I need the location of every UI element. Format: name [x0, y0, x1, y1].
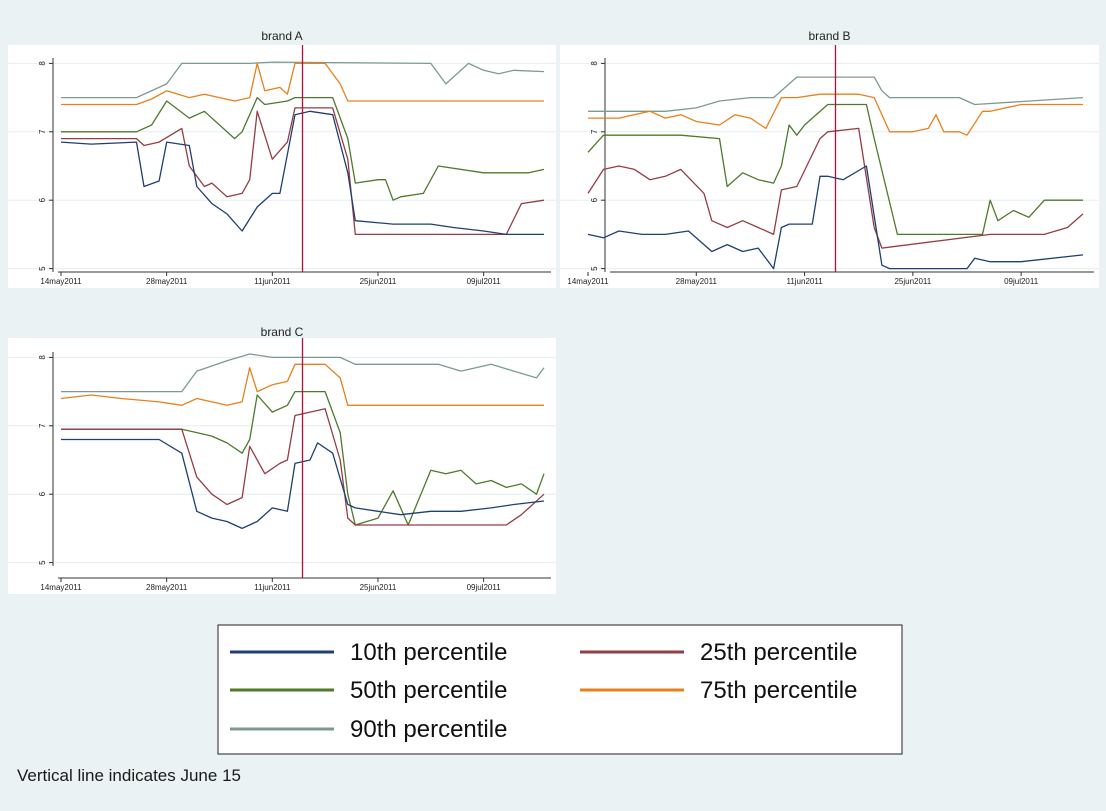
x-tick-label: 28may2011	[146, 583, 188, 592]
x-tick-label: 25jun2011	[360, 583, 397, 592]
x-tick-label: 25jun2011	[894, 277, 931, 286]
series-line-p75	[588, 93, 1083, 136]
y-tick-label: 7	[38, 423, 47, 428]
y-tick-label: 6	[38, 491, 47, 496]
x-tick-label: 11jun2011	[254, 583, 291, 592]
x-tick-label: 14may2011	[567, 277, 609, 286]
series-line-p10	[60, 110, 544, 236]
series-line-p25	[587, 127, 1084, 249]
legend-label: 10th percentile	[350, 639, 507, 666]
plot-area	[560, 45, 1099, 288]
series-line-p50	[61, 390, 545, 526]
footnote: Vertical line indicates June 15	[17, 766, 241, 785]
chart-panel-1: brand A 5 6 7 8 14may2011 28may2011 11jun2011 25…	[8, 29, 556, 288]
y-tick-label: 8	[38, 61, 47, 66]
x-tick-label: 11jun2011	[786, 277, 823, 286]
y-tick-label: 8	[38, 355, 47, 360]
legend-label: 50th percentile	[350, 677, 507, 704]
x-tick-label: 11jun2011	[254, 277, 291, 286]
x-tick-label: 09jul2011	[467, 277, 502, 286]
chart-panel-3: brand C 5 6 7 8 14may2011 28may2011 11jun2011 25…	[8, 325, 556, 594]
y-tick-label: 5	[38, 266, 47, 271]
y-tick-label: 5	[38, 560, 47, 565]
series-line-p10	[587, 165, 1084, 270]
x-tick-label: 14may2011	[40, 277, 82, 286]
x-tick-label: 25jun2011	[360, 277, 397, 286]
x-tick-label: 28may2011	[676, 277, 718, 286]
y-tick-label: 7	[38, 129, 47, 134]
legend: 10th percentile 25th percentile 50th perce…	[217, 624, 903, 755]
plot-area	[8, 338, 556, 594]
legend-label: 90th percentile	[350, 716, 507, 743]
series-line-p25	[61, 107, 545, 236]
y-tick-label: 6	[590, 197, 599, 202]
chart-title: brand A	[261, 29, 302, 43]
series-line-p75	[61, 62, 544, 106]
x-tick-label: 09jul2011	[1004, 277, 1039, 286]
series-line-p50	[61, 96, 545, 201]
plot-area	[8, 45, 556, 288]
series-line-p90	[588, 76, 1084, 112]
chart-title: brand C	[261, 325, 304, 339]
legend-label: 25th percentile	[700, 639, 857, 666]
x-tick-label: 09jul2011	[467, 583, 502, 592]
x-tick-label: 14may2011	[40, 583, 82, 592]
series-line-p25	[61, 408, 545, 526]
series-line-p90	[61, 353, 545, 393]
series-line-p50	[587, 103, 1083, 236]
x-tick-label: 28may2011	[146, 277, 188, 286]
legend-label: 75th percentile	[700, 677, 857, 704]
y-tick-label: 6	[38, 197, 47, 202]
y-tick-label: 7	[590, 129, 599, 134]
series-line-p75	[60, 363, 544, 406]
chart-panel-2: brand B 5 6 7 8 14may2011 28may2011 11jun2011 25…	[560, 29, 1099, 288]
y-tick-label: 8	[590, 61, 599, 66]
y-tick-label: 5	[590, 266, 599, 271]
series-line-p90	[61, 61, 545, 99]
chart-title: brand B	[808, 29, 850, 43]
